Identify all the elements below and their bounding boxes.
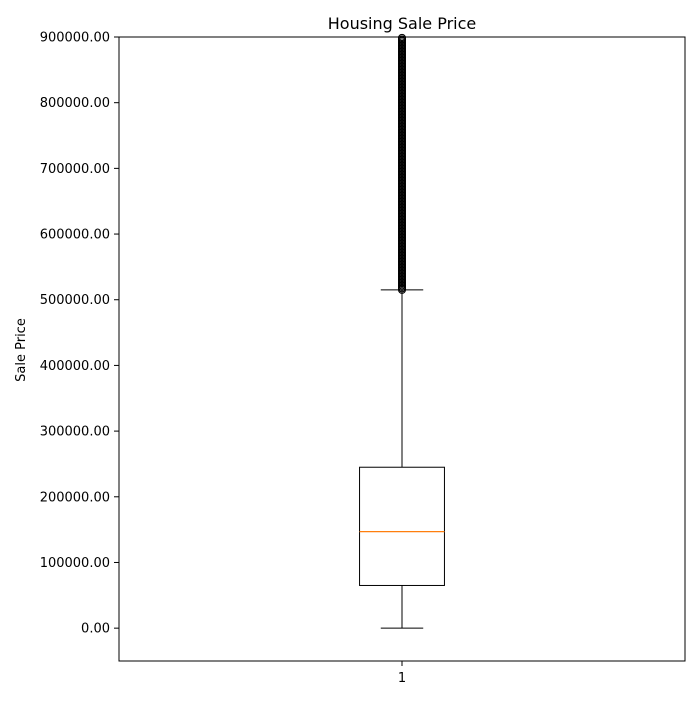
plot-area — [359, 33, 445, 629]
y-tick-label: 400000.00 — [40, 359, 110, 374]
x-tick-label: 1 — [398, 671, 406, 686]
y-tick-label: 900000.00 — [40, 31, 110, 46]
y-tick-label: 500000.00 — [40, 293, 110, 308]
y-tick-label: 300000.00 — [40, 425, 110, 440]
y-tick-label: 100000.00 — [40, 556, 110, 571]
box-group — [359, 33, 445, 629]
y-tick-label: 0.00 — [81, 622, 110, 637]
iqr-box — [359, 466, 445, 586]
y-tick-label: 700000.00 — [40, 162, 110, 177]
y-tick-label: 200000.00 — [40, 490, 110, 505]
y-axis-ticks: 0.00 100000.00 200000.00 300000.00 400000.00… — [40, 31, 119, 637]
y-tick-label: 600000.00 — [40, 228, 110, 243]
chart-title: Housing Sale Price — [328, 14, 477, 33]
axes-frame — [118, 36, 686, 662]
x-axis-ticks: 1 — [398, 661, 406, 686]
y-axis-label: Sale Price — [14, 318, 29, 382]
outlier-point — [398, 33, 406, 42]
y-tick-label: 800000.00 — [40, 96, 110, 111]
outlier-points — [398, 33, 406, 294]
